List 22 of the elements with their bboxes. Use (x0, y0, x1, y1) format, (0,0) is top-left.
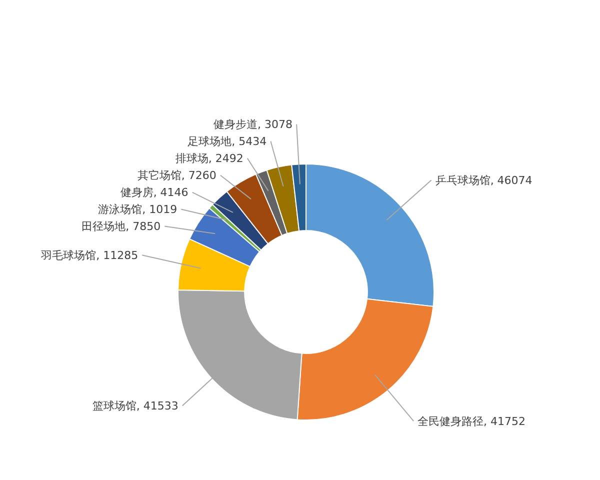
slice-label: 健身步道 (214, 118, 258, 132)
data-label: , 41752 (484, 414, 526, 428)
data-label: , 41533 (136, 400, 178, 413)
data-label: , 3078 (258, 118, 293, 132)
slice-label: 游泳场馆 (98, 203, 142, 216)
data-label: , 5434 (232, 135, 267, 148)
data-label: , 11285 (96, 248, 138, 262)
slice-label: 羽毛球场馆 (41, 248, 96, 262)
slice-label: 田径场地 (82, 220, 126, 234)
slice-label: 排球场 (175, 152, 208, 166)
data-label: , 1019 (142, 203, 178, 216)
data-label: , 4146 (153, 186, 188, 200)
data-label: , 7850 (126, 220, 161, 234)
slice-label: 其它场馆 (137, 169, 182, 182)
data-label: , 7260 (181, 169, 216, 182)
slice-label: 健身房 (120, 186, 154, 200)
slice-label: 篮球场馆 (92, 400, 136, 413)
data-label: , 46074 (490, 174, 532, 187)
slice-label: 足球场地 (188, 135, 232, 148)
slice-label: 乒乓球场馆 (435, 174, 490, 187)
slice-label: 全民健身路径 (418, 414, 484, 428)
data-label: , 2492 (208, 152, 244, 166)
